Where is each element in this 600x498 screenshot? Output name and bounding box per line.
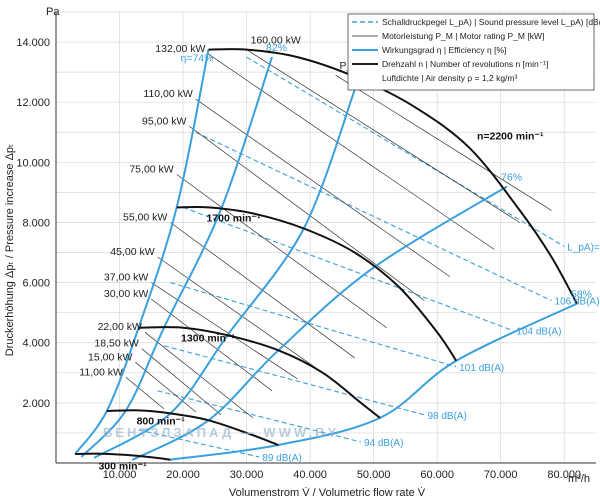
- efficiency-curve: [80, 56, 273, 458]
- power-line-label: 110,00 kW: [143, 88, 193, 100]
- power-line-label: 75,00 kW: [129, 163, 173, 175]
- x-tick-label: 80.000: [547, 469, 581, 481]
- sound-line: [163, 345, 425, 416]
- power-line: [144, 331, 254, 419]
- sound-line-label: 94 dB(A): [364, 438, 403, 449]
- power-line-label: 160,00 kW: [251, 35, 301, 47]
- x-tick-label: 20.000: [166, 469, 200, 481]
- efficiency-curve: [131, 185, 508, 461]
- y-tick-label: 8.000: [22, 217, 50, 229]
- efficiency-label: η=74%: [180, 53, 213, 65]
- y-tick-label: 6.000: [22, 278, 50, 290]
- speed-curve: [208, 48, 578, 305]
- x-tick-label: 30.000: [230, 469, 264, 481]
- sound-line: [195, 131, 552, 302]
- power-line: [189, 126, 425, 301]
- x-tick-label: 10.000: [103, 469, 137, 481]
- efficiency-label: 82%: [266, 42, 287, 54]
- power-line: [151, 282, 298, 380]
- speed-curve-label: 300 min⁻¹: [98, 461, 147, 473]
- legend: Schalldruckpegel L_pA) | Sound pressure …: [347, 13, 600, 91]
- speed-curve-label: n=2200 min⁻¹: [477, 130, 544, 142]
- y-tick-label: 10.000: [16, 157, 50, 169]
- y-tick-label: 12.000: [16, 97, 50, 109]
- sound-line: [170, 282, 457, 368]
- power-line: [176, 174, 387, 328]
- efficiency-label: 58%: [571, 289, 592, 301]
- power-line-label: 37,00 kW: [104, 272, 148, 284]
- sound-line-label: 89 dB(A): [262, 453, 301, 464]
- y-axis-title: Druckerhöhung Δpₜ / Pressure increase Δp…: [4, 144, 16, 357]
- axes: [55, 12, 596, 464]
- speed-curve: [106, 409, 279, 446]
- power-line-label: 30,00 kW: [104, 288, 148, 300]
- sound-line-label: 104 dB(A): [516, 327, 561, 338]
- y-tick-label: 2.000: [22, 398, 50, 410]
- power-line: [208, 53, 495, 250]
- sound-line-label: 101 dB(A): [459, 363, 504, 374]
- x-axis-title: Volumenstrom V̇ / Volumetric flow rate V…: [229, 486, 426, 498]
- sound-line-label: 106 dB(A): [555, 297, 600, 308]
- efficiency-curve: [74, 49, 210, 455]
- x-tick-label: 50.000: [357, 469, 391, 481]
- efficiency-curves: [74, 49, 578, 461]
- speed-curve: [138, 326, 381, 419]
- power-line: [195, 98, 451, 277]
- power-line-label: 11,00 kW: [79, 366, 123, 378]
- efficiency-label: 76%: [501, 171, 522, 183]
- watermark: ВЕНТЗЛЗАПАД — WWW.BY: [103, 425, 339, 440]
- y-tick-label: 4.000: [22, 338, 50, 350]
- speed-curve: [176, 205, 458, 362]
- y-unit-label: Pa: [46, 6, 60, 18]
- sound-pressure-lines: [138, 56, 565, 458]
- speed-curve-label: 1700 min⁻¹: [206, 212, 260, 224]
- x-tick-label: 60.000: [420, 469, 454, 481]
- sound-line: [246, 56, 565, 247]
- legend-box: [347, 13, 595, 91]
- sound-line: [157, 390, 362, 443]
- sound-line-label: 98 dB(A): [427, 411, 466, 422]
- power-line: [157, 256, 324, 374]
- speed-curve-label: 800 min⁻¹: [137, 415, 186, 427]
- power-line-label: 132,00 kW: [155, 43, 205, 55]
- power-line-label: 45,00 kW: [110, 246, 154, 258]
- power-line: [246, 49, 520, 223]
- legend-label-speed: Drehzahl n | Number of revolutions n [mi…: [382, 59, 548, 69]
- speed-curves: [75, 48, 578, 461]
- power-line: [125, 377, 165, 410]
- legend-label-efficiency: Wirkungsgrad η | Efficiency η [%]: [382, 45, 506, 55]
- speed-curve-label: 1300 min⁻¹: [181, 333, 235, 345]
- grid: [56, 11, 596, 463]
- efficiency-curve: [93, 89, 356, 459]
- power-line-label: 18,50 kW: [94, 338, 138, 350]
- power-line-label: 95,00 kW: [142, 115, 186, 127]
- power-line: [335, 74, 552, 211]
- sound-line: [182, 206, 514, 332]
- series-labels: 89 dB(A) 94 dB(A) 98 dB(A) 101 dB(A) 104 dB(…: [79, 35, 600, 473]
- legend-label-sound: Schalldruckpegel L_pA) | Sound pressure …: [382, 17, 600, 27]
- sound-line-label: L_pA)=108 dB(A): [567, 243, 600, 254]
- motor-power-lines: [125, 49, 552, 419]
- x-tick-label: 40.000: [293, 469, 327, 481]
- legend-label-power: Motorleistung P_M | Motor rating P_M [kW…: [382, 31, 544, 41]
- legend-label-density: Luftdichte | Air density ρ = 1,2 kg/m³: [382, 73, 517, 83]
- y-tick-label: 14.000: [16, 37, 50, 49]
- x-unit-label: m³/h: [568, 473, 590, 485]
- power-line-label: 15,00 kW: [88, 351, 132, 363]
- power-line-label: 22,00 kW: [98, 321, 142, 333]
- power-line: [141, 348, 222, 416]
- x-tick-label: 70.000: [484, 469, 518, 481]
- tick-labels: 10.000 20.000 30.000 40.000 50.000 60.000 70.0…: [16, 37, 581, 481]
- sound-line: [138, 429, 260, 458]
- speed-curve: [75, 452, 171, 461]
- power-line-label: 55,00 kW: [123, 211, 167, 223]
